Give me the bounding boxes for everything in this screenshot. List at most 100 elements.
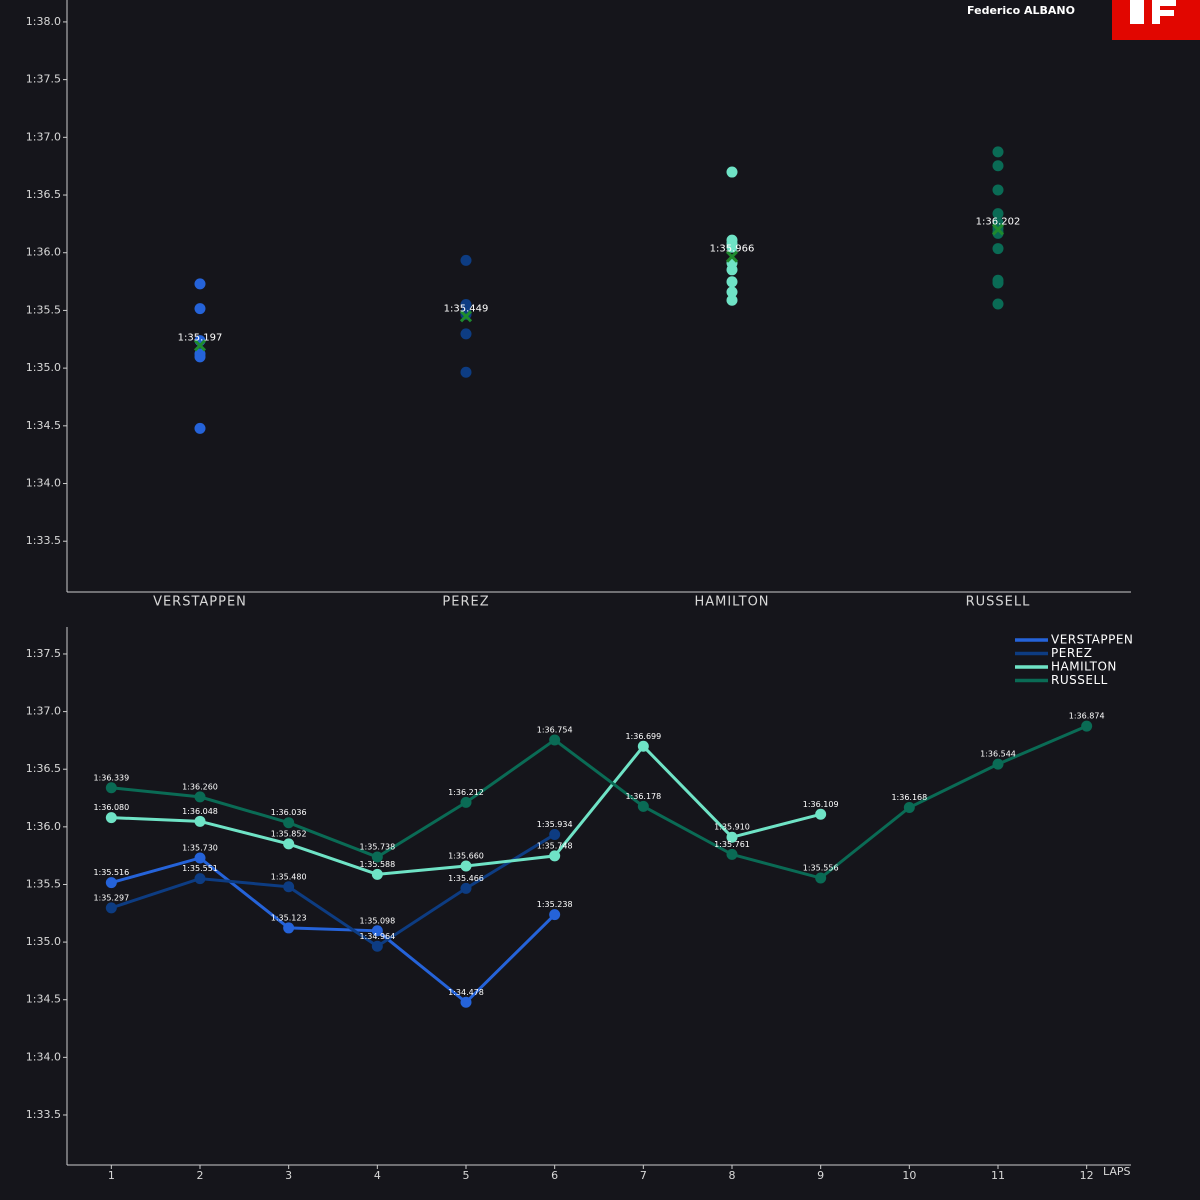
x-tick-label: 1 <box>108 1169 115 1182</box>
x-tick-label: 11 <box>991 1169 1005 1182</box>
lap-point <box>549 734 561 746</box>
y-tick-label: 1:36.5 <box>26 762 61 775</box>
value-label: 1:36.874 <box>1069 712 1105 721</box>
lap-point <box>992 274 1004 286</box>
x-tick-label: 8 <box>729 1169 736 1182</box>
y-tick-label: 1:37.5 <box>26 647 61 660</box>
x-tick-label: HAMILTON <box>694 595 769 610</box>
lap-point <box>726 294 738 306</box>
lap-point <box>371 940 383 952</box>
y-tick-label: 1:36.0 <box>26 820 61 833</box>
y-tick-label: 1:34.5 <box>26 993 61 1006</box>
lap-point <box>992 208 1004 220</box>
legend-label: RUSSELL <box>1051 673 1108 687</box>
lap-point <box>194 422 206 434</box>
lap-point <box>283 922 295 934</box>
y-tick-label: 1:34.0 <box>26 1050 61 1063</box>
lap-point <box>194 303 206 315</box>
y-tick-label: 1:35.5 <box>26 877 61 890</box>
value-label: 1:36.260 <box>182 782 218 791</box>
value-label: 1:35.934 <box>537 820 573 829</box>
x-tick-label: 4 <box>374 1169 381 1182</box>
logo-mark <box>1130 0 1176 24</box>
value-label: 1:35.852 <box>271 829 307 838</box>
y-tick-label: 1:38.0 <box>26 15 61 28</box>
lap-point <box>726 276 738 288</box>
lap-point <box>460 882 472 894</box>
lap-point <box>992 758 1004 770</box>
x-tick-label: 12 <box>1080 1169 1094 1182</box>
value-label: 1:35.761 <box>714 840 750 849</box>
value-label: 1:35.588 <box>359 860 395 869</box>
y-tick-label: 1:34.0 <box>26 477 61 490</box>
lap-point <box>549 909 561 921</box>
lap-point <box>1081 720 1093 732</box>
x-axis-label: LAPS <box>1103 1165 1131 1178</box>
series-line <box>110 856 556 1005</box>
value-label: 1:35.238 <box>537 900 573 909</box>
value-label: 1:36.080 <box>93 803 129 812</box>
y-tick-label: 1:35.5 <box>26 303 61 316</box>
lap-point <box>105 812 117 824</box>
lap-point <box>992 146 1004 158</box>
x-tick-label: 2 <box>197 1169 204 1182</box>
value-label: 1:36.212 <box>448 788 484 797</box>
lap-point <box>105 902 117 914</box>
lap-point <box>992 243 1004 255</box>
value-label: 1:35.748 <box>537 841 573 850</box>
legend-label: HAMILTON <box>1051 660 1117 674</box>
x-tick-label: RUSSELL <box>966 595 1031 610</box>
lap-point <box>460 328 472 340</box>
value-label: 1:35.738 <box>359 843 395 852</box>
lap-point <box>726 848 738 860</box>
lap-point <box>992 160 1004 172</box>
legend-label: PEREZ <box>1051 646 1092 660</box>
y-tick-label: 1:37.0 <box>26 130 61 143</box>
value-label: 1:36.178 <box>625 792 661 801</box>
lap-point <box>726 166 738 178</box>
x-tick-label: PEREZ <box>442 595 489 610</box>
x-tick-label: 9 <box>817 1169 824 1182</box>
lap-point <box>105 782 117 794</box>
value-label: 1:36.168 <box>891 793 927 802</box>
y-tick-label: 1:37.0 <box>26 705 61 718</box>
value-label: 1:35.730 <box>182 843 218 852</box>
y-tick-label: 1:35.0 <box>26 361 61 374</box>
x-tick-label: 6 <box>551 1169 558 1182</box>
lap-point <box>371 851 383 863</box>
series-line <box>110 833 556 949</box>
value-label: 1:36.036 <box>271 808 307 817</box>
value-label: 1:35.098 <box>359 916 395 925</box>
mean-marker <box>459 310 473 323</box>
lap-point <box>903 801 915 813</box>
y-tick-label: 1:33.5 <box>26 1108 61 1121</box>
lap-point <box>371 925 383 937</box>
value-label: 1:35.516 <box>93 868 129 877</box>
lap-point <box>637 740 649 752</box>
lap-point <box>992 298 1004 310</box>
lap-point <box>371 868 383 880</box>
lap-point <box>460 254 472 266</box>
value-label: 1:34.964 <box>359 932 395 941</box>
lap-point <box>549 828 561 840</box>
value-label: 1:36.699 <box>625 732 661 741</box>
y-tick-label: 1:35.0 <box>26 935 61 948</box>
legend-label: VERSTAPPEN <box>1051 633 1133 647</box>
lap-point <box>194 791 206 803</box>
value-label: 1:35.480 <box>271 872 307 881</box>
value-label: 1:35.123 <box>271 913 307 922</box>
value-label: 1:35.660 <box>448 852 484 861</box>
y-tick-label: 1:33.5 <box>26 534 61 547</box>
lap-point <box>815 872 827 884</box>
mean-label: 1:36.202 <box>976 216 1021 227</box>
lap-point <box>283 881 295 893</box>
mean-marker <box>991 223 1005 236</box>
lap-point <box>637 800 649 812</box>
lap-point <box>460 860 472 872</box>
credit: Federico ALBANO <box>967 4 1075 17</box>
value-label: 1:36.754 <box>537 725 573 734</box>
lap-point <box>283 838 295 850</box>
mean-marker <box>193 339 207 352</box>
y-tick-label: 1:34.5 <box>26 419 61 432</box>
